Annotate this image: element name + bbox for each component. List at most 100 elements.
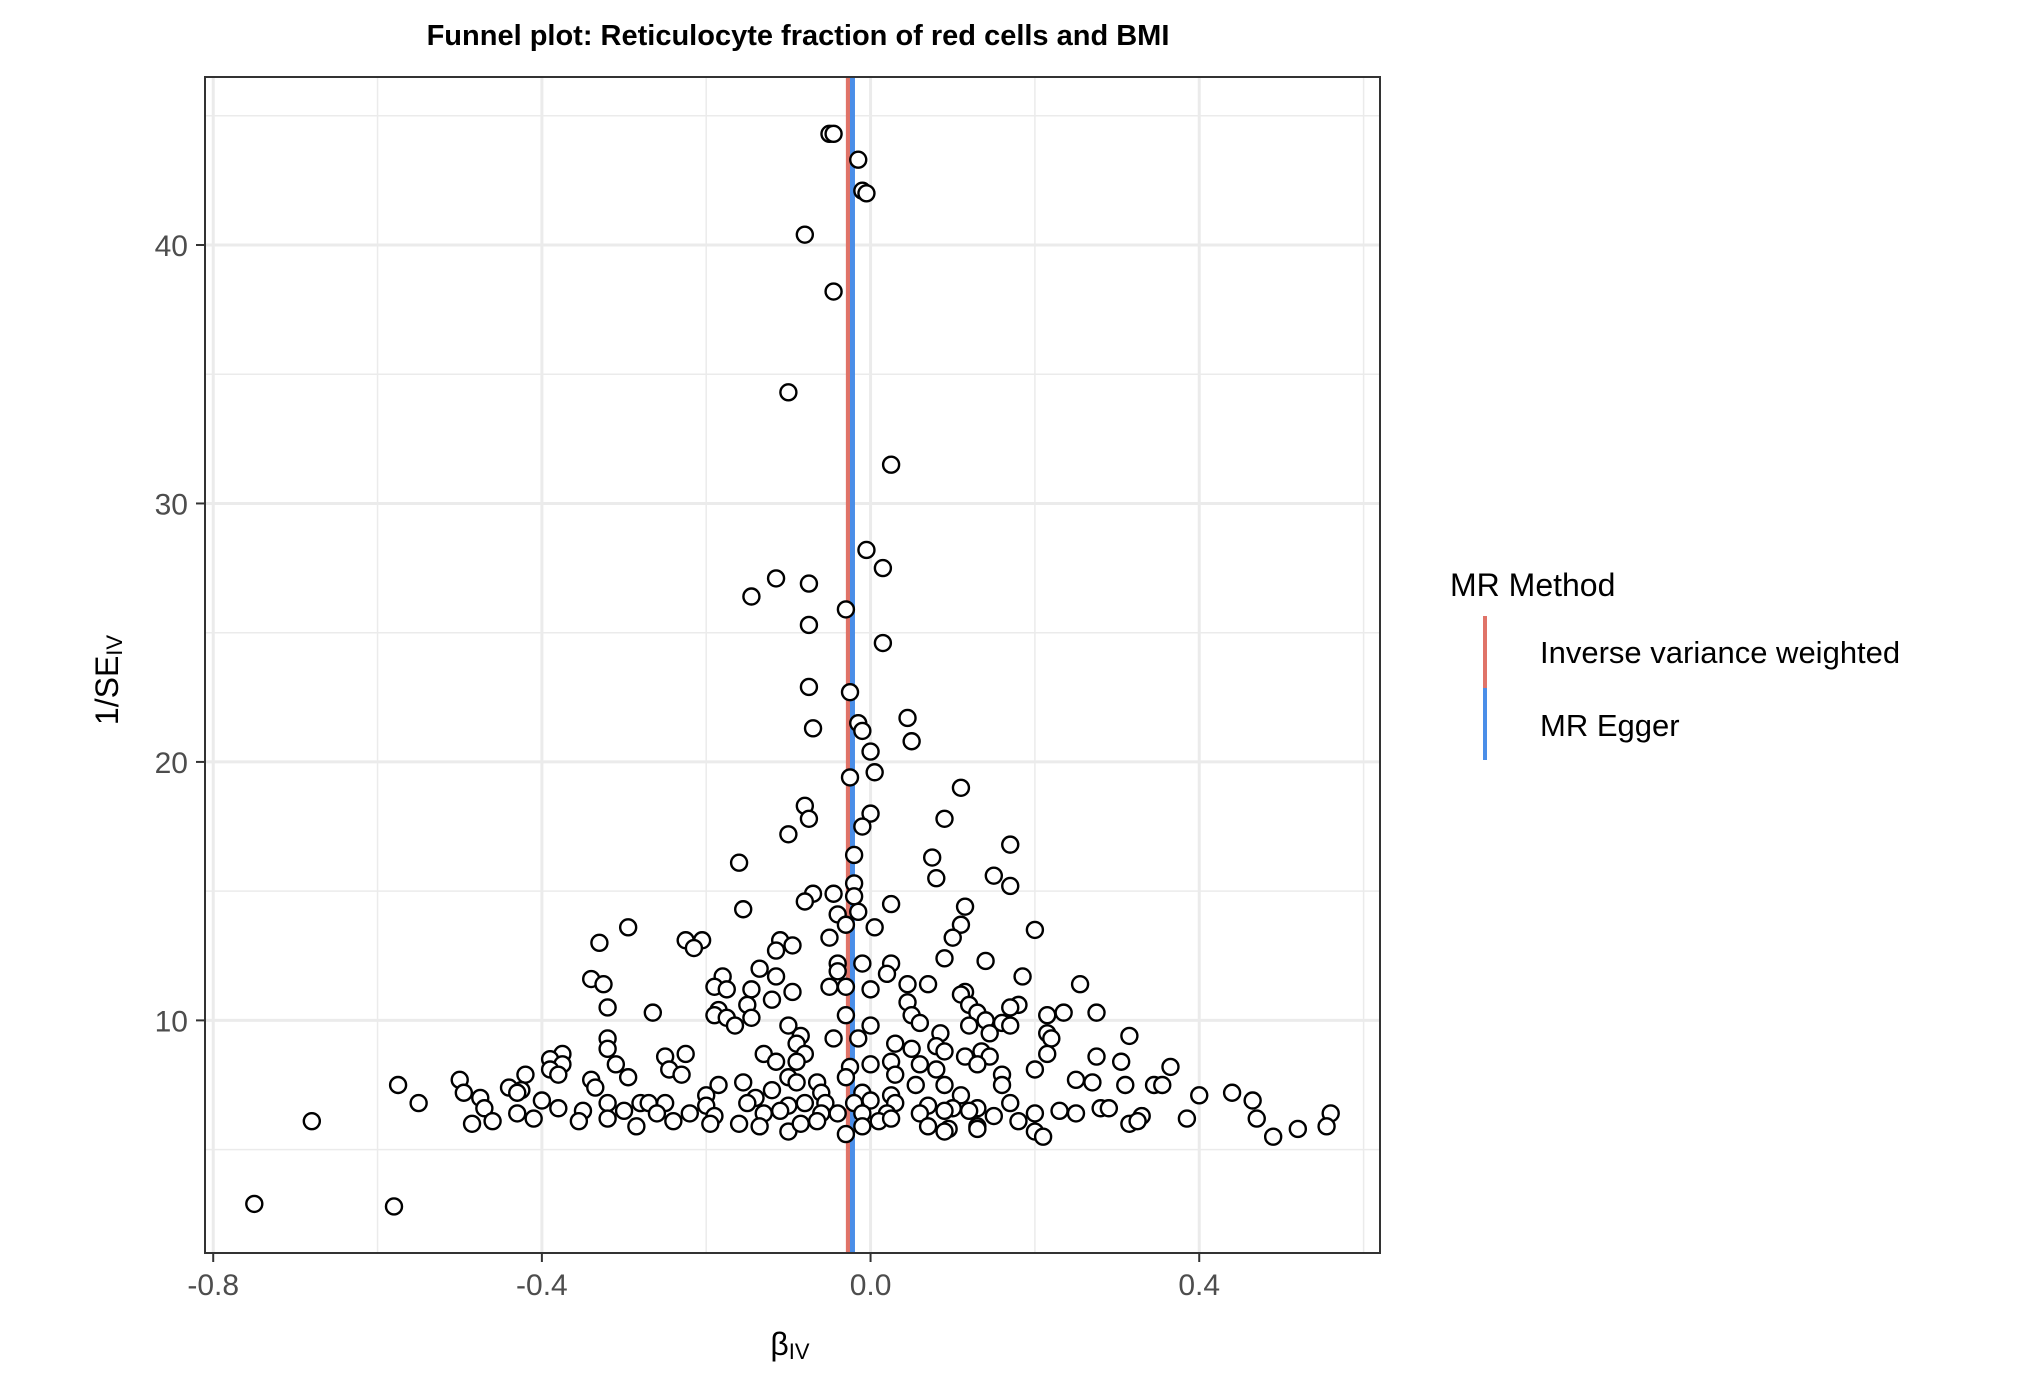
legend: MR Method Inverse variance weighted MR E… — [1450, 567, 1900, 760]
data-point — [1054, 1003, 1073, 1022]
x-axis: -0.8 -0.4 0.0 0.4 — [187, 1253, 1220, 1302]
data-point — [664, 1111, 683, 1131]
data-point — [779, 825, 798, 844]
data-point — [1001, 1016, 1020, 1035]
data-point — [729, 1114, 749, 1133]
data-point — [766, 967, 786, 986]
data-point — [586, 1078, 605, 1097]
data-point — [820, 928, 839, 947]
x-tick-label: 0.4 — [1178, 1269, 1220, 1302]
data-point — [836, 1124, 856, 1144]
data-point — [824, 124, 843, 144]
data-point — [598, 1109, 617, 1128]
data-point — [902, 1039, 921, 1059]
data-point — [799, 615, 819, 635]
data-point — [1038, 1044, 1057, 1064]
data-point — [1066, 1070, 1086, 1090]
data-point — [1288, 1119, 1308, 1139]
data-point — [935, 1101, 954, 1121]
data-point — [787, 1052, 806, 1071]
data-point — [742, 980, 761, 999]
data-point — [951, 778, 971, 797]
data-point — [849, 1029, 868, 1048]
data-point — [1066, 1104, 1086, 1123]
data-point — [861, 1055, 880, 1074]
data-point — [1033, 1127, 1053, 1146]
data-point — [524, 1109, 543, 1128]
data-point — [910, 1055, 930, 1074]
data-point — [807, 1111, 827, 1131]
data-point — [508, 1083, 527, 1102]
data-point — [873, 633, 893, 653]
data-point — [857, 540, 876, 560]
data-point — [1087, 1003, 1106, 1022]
data-point — [1025, 1060, 1045, 1079]
data-point — [1161, 1057, 1180, 1077]
data-point — [861, 804, 880, 823]
data-point — [877, 964, 897, 984]
data-point — [475, 1099, 494, 1118]
data-point — [606, 1055, 626, 1074]
data-point — [766, 941, 786, 960]
data-point — [701, 1114, 720, 1133]
data-point — [1116, 1075, 1135, 1095]
data-point — [824, 282, 843, 301]
data-point — [729, 853, 749, 872]
data-point — [483, 1111, 502, 1131]
data-point — [1243, 1091, 1262, 1110]
data-point — [618, 918, 638, 937]
data-point — [302, 1111, 322, 1131]
data-point — [770, 1101, 790, 1121]
y-tick-label: 40 — [155, 230, 188, 263]
data-point — [881, 894, 901, 914]
data-point — [766, 569, 786, 588]
data-point — [454, 1083, 474, 1102]
data-point — [853, 721, 872, 741]
data-point — [783, 936, 802, 955]
data-point — [462, 1114, 482, 1133]
data-point — [886, 1034, 905, 1053]
data-point — [549, 1099, 568, 1118]
data-point — [384, 1197, 404, 1216]
data-point — [618, 1068, 638, 1087]
data-points — [245, 124, 1340, 1216]
data-point — [738, 1093, 757, 1113]
data-point — [598, 1039, 617, 1059]
data-point — [898, 975, 917, 994]
data-point — [676, 1044, 695, 1064]
panel-border — [204, 76, 1381, 1254]
data-point — [1128, 1111, 1147, 1131]
data-point — [779, 383, 798, 402]
data-point — [733, 1073, 753, 1092]
data-point — [1263, 1127, 1283, 1146]
data-point — [532, 1091, 552, 1110]
data-point — [955, 897, 975, 916]
data-point — [844, 887, 864, 906]
data-point — [717, 980, 736, 999]
data-point — [943, 928, 962, 947]
y-tick-label: 30 — [155, 488, 188, 521]
data-point — [1001, 835, 1020, 854]
x-tick-label: -0.4 — [516, 1269, 568, 1302]
data-point — [762, 990, 782, 1009]
data-point — [590, 933, 609, 953]
data-point — [992, 1075, 1012, 1095]
data-point — [795, 1093, 815, 1113]
data-point — [910, 1013, 930, 1033]
data-point — [791, 1114, 810, 1133]
x-tick-label: -0.8 — [187, 1269, 239, 1302]
data-point — [409, 1093, 428, 1113]
data-point — [725, 1016, 745, 1035]
data-point — [828, 962, 847, 981]
data-point — [549, 1065, 568, 1084]
data-point — [959, 1101, 979, 1121]
data-point — [849, 902, 868, 922]
data-point — [836, 915, 856, 934]
data-point — [951, 915, 971, 934]
data-point — [853, 954, 872, 973]
data-point — [762, 1080, 782, 1100]
data-point — [795, 225, 815, 244]
data-point — [1153, 1075, 1172, 1095]
data-point — [799, 809, 819, 828]
method-lines — [845, 77, 855, 1253]
